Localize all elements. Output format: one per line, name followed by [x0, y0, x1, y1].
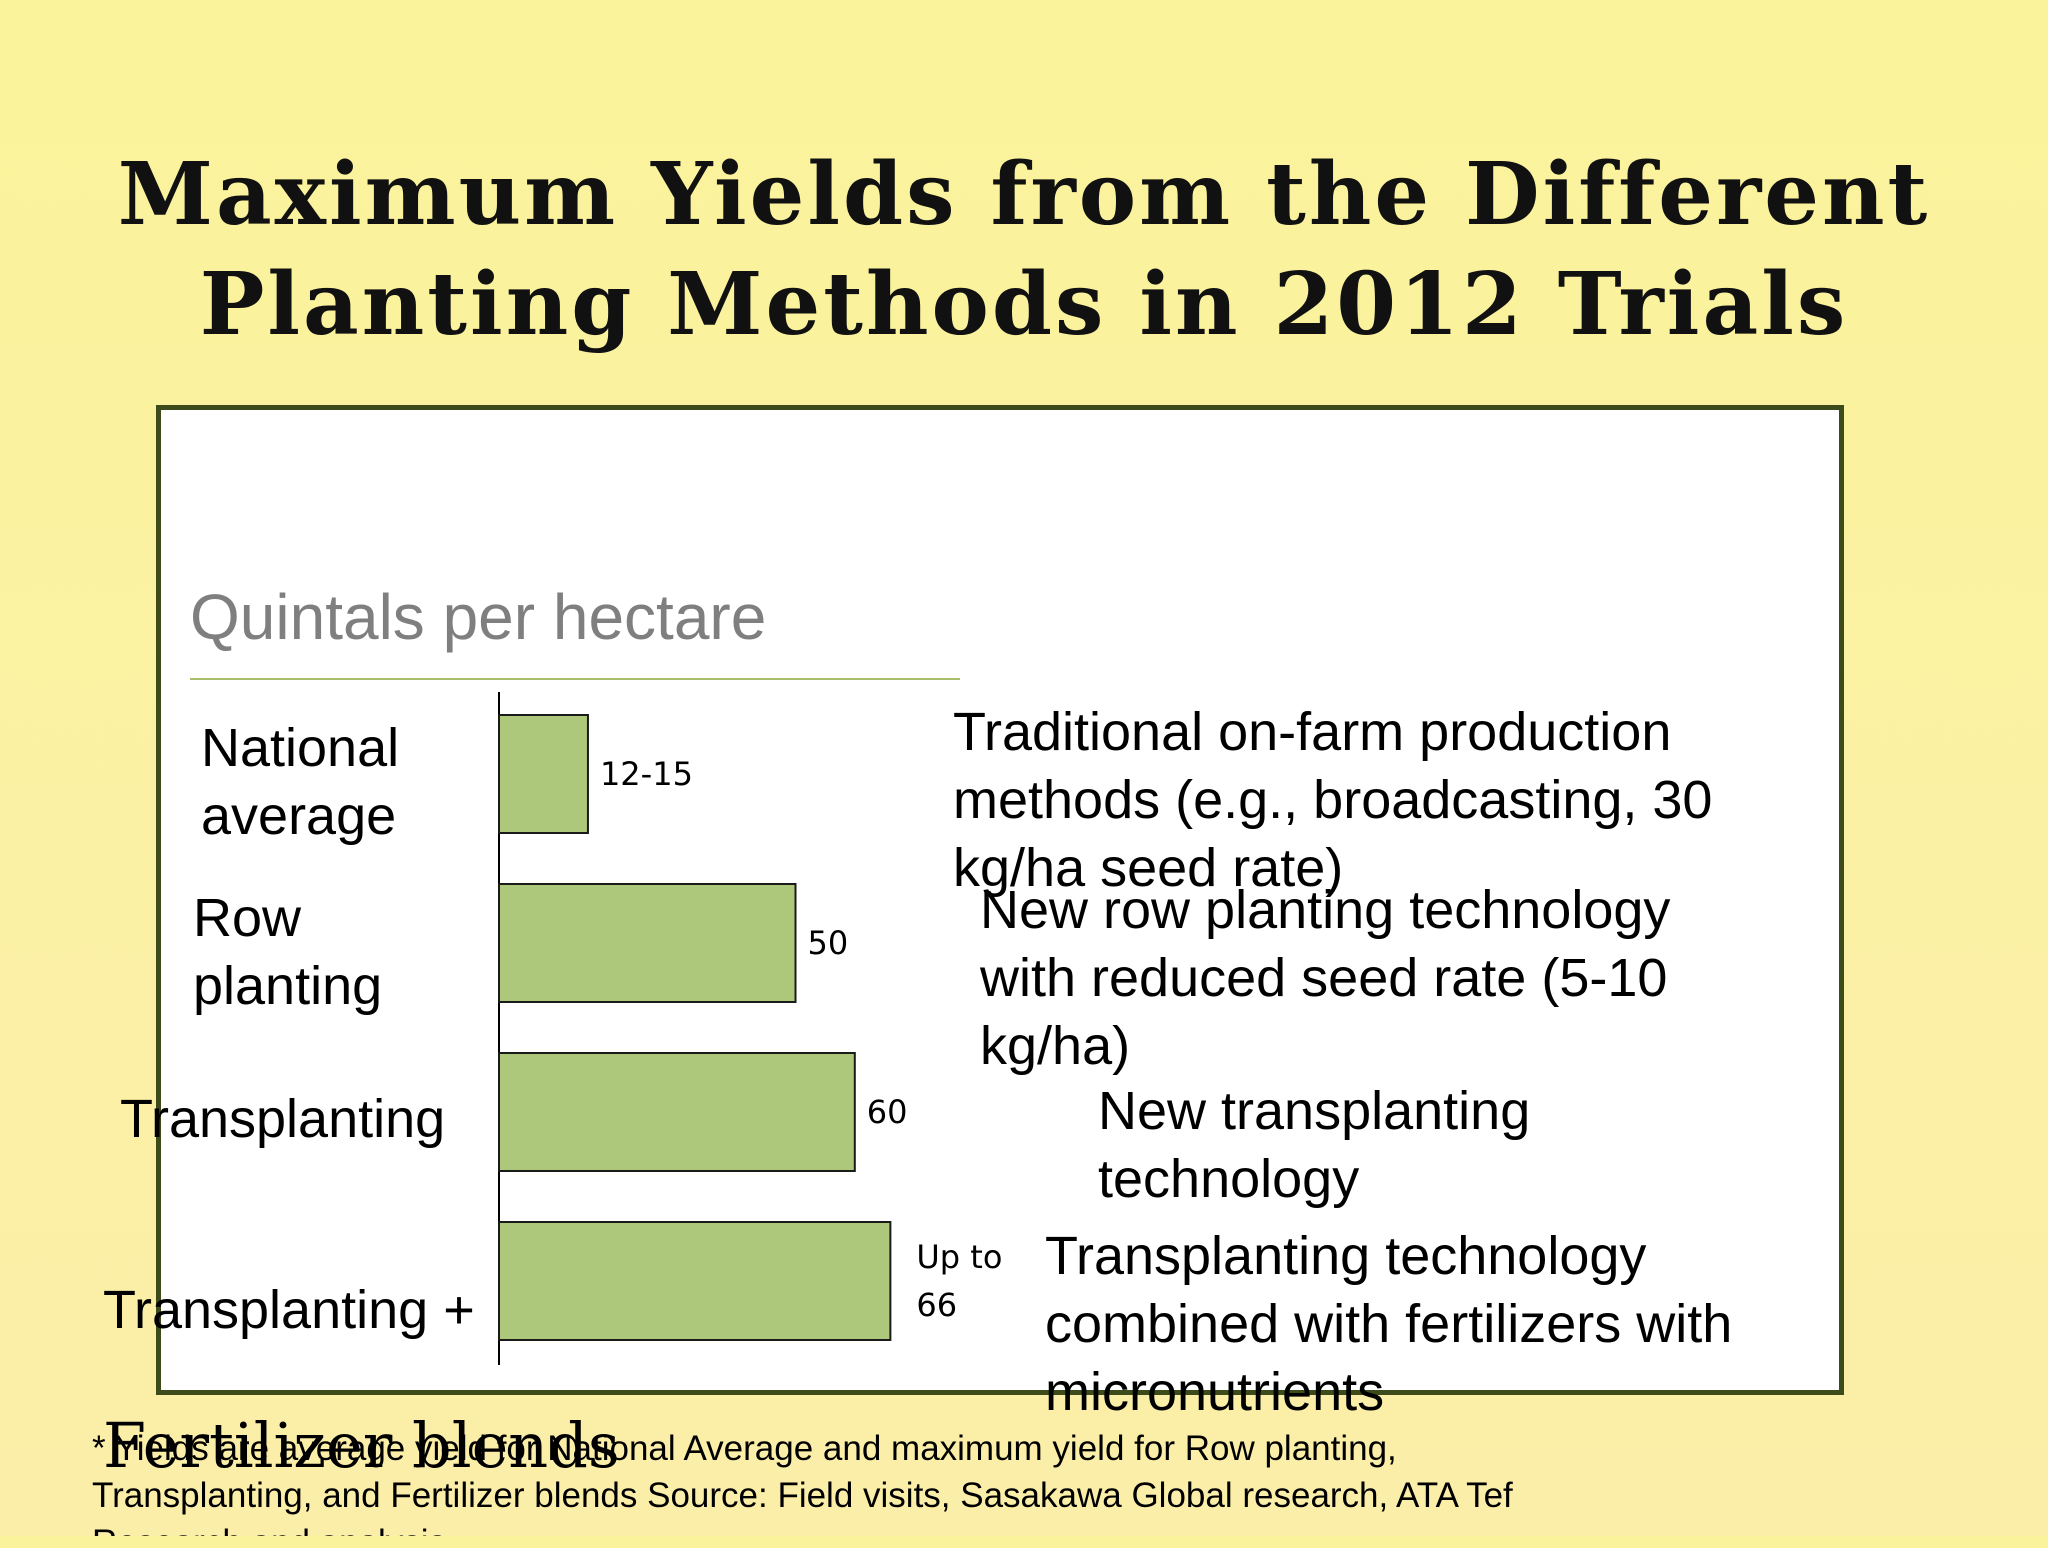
category-label-line2: Fertilizer blends: [103, 1409, 620, 1482]
data-label-transplanting-fertilizer: Up to 66: [916, 1238, 1002, 1324]
description-row-planting: New row planting technology with reduced…: [980, 880, 1671, 1076]
description-national-average: Traditional on-farm production methods (…: [953, 702, 1713, 898]
chart-unit-label: Quintals per hectare: [190, 581, 767, 653]
category-label-line1: Transplanting +: [103, 1280, 475, 1340]
data-label-transplanting: 60: [867, 1093, 908, 1131]
unit-label-underline: [190, 678, 960, 680]
bar-national-average: [498, 714, 589, 834]
bar-row-planting: [498, 883, 797, 1003]
category-label-national-average: National average: [201, 718, 400, 846]
data-label-row-planting: 50: [808, 924, 849, 962]
footnote: * Yields are average yield for National …: [92, 1429, 1513, 1536]
bar-transplanting-fertilizer: [498, 1221, 892, 1341]
category-label-row-planting: Row planting: [193, 888, 383, 1016]
slide-title: Maximum Yields from the Different Planti…: [117, 144, 1931, 355]
data-label-national-average: 12-15: [600, 755, 693, 793]
category-label-transplanting: Transplanting: [120, 1089, 446, 1149]
description-transplanting-fertilizer: Transplanting technology combined with f…: [1045, 1226, 1733, 1422]
category-label-transplanting-fertilizer: Transplanting + Fertilizer blends: [103, 1208, 620, 1548]
bar-transplanting: [498, 1052, 856, 1172]
chart-frame: [156, 405, 1844, 1395]
description-transplanting: New transplanting technology: [1098, 1081, 1531, 1209]
